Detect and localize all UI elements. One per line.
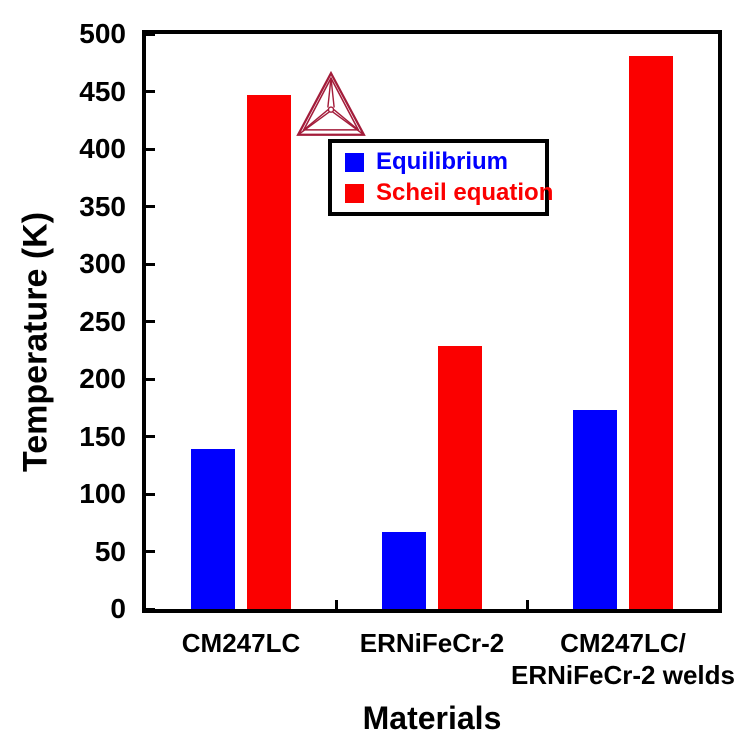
legend-item-equilibrium: Equilibrium <box>345 150 545 174</box>
y-axis-tick-label: 0 <box>110 593 126 624</box>
bar-scheil-equation-cm247lc <box>247 95 291 609</box>
x-category-label: ERNiFeCr-2 <box>359 628 505 658</box>
y-axis-tick <box>146 493 155 496</box>
y-axis-tick <box>146 320 155 323</box>
x-category-label: CM247LC/ERNiFeCr-2 welds <box>511 628 735 690</box>
y-axis-tick <box>146 90 155 93</box>
plot-area <box>142 30 722 613</box>
y-axis-tick <box>146 205 155 208</box>
x-category-label: CM247LC <box>181 628 301 658</box>
legend-swatch-scheil-equation <box>345 183 364 203</box>
legend-label-scheil-equation: Scheil equation <box>376 179 554 206</box>
y-axis-tick <box>146 435 155 438</box>
plot-inner <box>146 33 718 611</box>
y-axis-tick <box>146 608 155 611</box>
y-axis-tick <box>146 550 155 553</box>
x-axis-tick <box>526 600 529 609</box>
y-axis-tick-label: 250 <box>79 306 126 337</box>
y-axis-tick <box>146 33 155 36</box>
y-axis-tick-label: 150 <box>79 421 126 452</box>
y-axis-tick-label: 350 <box>79 191 126 222</box>
bar-scheil-equation-ernifecr-2 <box>438 346 482 609</box>
y-axis-tick <box>146 378 155 381</box>
x-axis-tick <box>335 600 338 609</box>
legend-item-scheil-equation: Scheil equation <box>345 181 553 205</box>
bar-scheil-equation-cm247lc-ernifecr-2-welds <box>629 56 673 609</box>
y-axis-tick <box>146 263 155 266</box>
bar-equilibrium-cm247lc <box>191 449 235 609</box>
legend-label-equilibrium: Equilibrium <box>376 148 508 175</box>
y-axis-tick-label: 450 <box>79 76 126 107</box>
legend: Equilibrium Scheil equation <box>328 139 553 216</box>
y-axis-tick-label: 100 <box>79 478 126 509</box>
y-axis-tick-label: 50 <box>94 536 126 567</box>
bar-equilibrium-ernifecr-2 <box>382 532 426 609</box>
y-axis-tick <box>146 148 155 151</box>
y-axis-tick-label: 400 <box>79 133 126 164</box>
y-axis-tick-label: 500 <box>79 18 126 49</box>
y-axis-tick-label: 300 <box>79 248 126 279</box>
bar-equilibrium-cm247lc-ernifecr-2-welds <box>573 410 617 609</box>
y-axis-tick-label: 200 <box>79 363 126 394</box>
legend-swatch-equilibrium <box>345 152 364 172</box>
x-axis-title: Materials <box>362 700 502 736</box>
thermo-calc-logo-icon <box>296 70 366 136</box>
